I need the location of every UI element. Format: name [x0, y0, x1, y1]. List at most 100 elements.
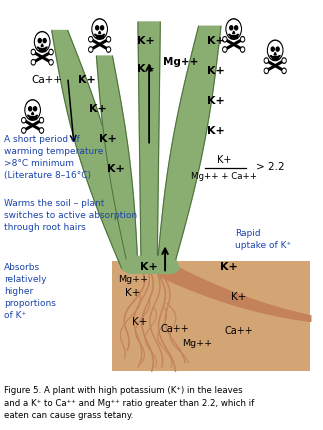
Bar: [231, 35, 232, 38]
Circle shape: [49, 60, 53, 65]
Text: K+: K+: [137, 64, 155, 74]
Text: Ca++: Ca++: [160, 324, 189, 334]
Text: K+: K+: [207, 96, 225, 106]
Circle shape: [223, 37, 227, 42]
Text: > 2.2: > 2.2: [256, 162, 285, 172]
Circle shape: [224, 48, 226, 51]
Circle shape: [224, 38, 226, 41]
Polygon shape: [233, 31, 235, 34]
Circle shape: [32, 51, 34, 53]
Bar: [272, 56, 274, 59]
Text: K+: K+: [137, 36, 155, 46]
Circle shape: [23, 119, 25, 122]
Polygon shape: [32, 112, 34, 114]
Text: K+: K+: [207, 36, 225, 46]
Bar: [274, 56, 276, 59]
Circle shape: [282, 68, 286, 74]
Circle shape: [265, 59, 267, 62]
Circle shape: [93, 20, 106, 38]
Bar: [235, 35, 237, 38]
Text: K+: K+: [207, 126, 225, 135]
Circle shape: [107, 47, 110, 52]
Bar: [29, 116, 31, 119]
Text: Figure 5. A plant with high potassium (K⁺) in the leaves
and a K⁺ to Ca⁺⁺ and Mg: Figure 5. A plant with high potassium (K…: [4, 386, 254, 420]
Circle shape: [29, 107, 32, 111]
Bar: [34, 116, 36, 119]
Bar: [97, 35, 98, 38]
Text: A short period of
warming temperature
>8°C minimum
(Literature 8–16°C): A short period of warming temperature >8…: [4, 135, 103, 180]
Polygon shape: [52, 31, 131, 269]
Circle shape: [35, 32, 50, 52]
Text: Ca++: Ca++: [224, 326, 253, 336]
Circle shape: [107, 37, 110, 42]
Text: K+: K+: [125, 288, 141, 298]
Circle shape: [234, 26, 238, 30]
Text: K+: K+: [132, 317, 147, 327]
Text: K+: K+: [78, 74, 96, 85]
Text: K+: K+: [220, 262, 238, 272]
Bar: [41, 48, 43, 51]
Circle shape: [23, 129, 25, 132]
Text: Mg++ + Ca++: Mg++ + Ca++: [191, 172, 257, 181]
Text: Mg++: Mg++: [163, 58, 199, 68]
Circle shape: [265, 69, 267, 72]
Circle shape: [89, 47, 93, 52]
Polygon shape: [274, 52, 276, 55]
Circle shape: [264, 58, 268, 63]
Circle shape: [90, 38, 92, 41]
Circle shape: [241, 47, 245, 52]
Circle shape: [227, 20, 240, 38]
Text: Ca++: Ca++: [31, 74, 62, 85]
Polygon shape: [157, 26, 221, 269]
Circle shape: [223, 47, 227, 52]
Circle shape: [26, 101, 39, 119]
Circle shape: [108, 38, 109, 41]
Circle shape: [282, 58, 286, 63]
Circle shape: [230, 26, 233, 30]
Bar: [101, 35, 102, 38]
Circle shape: [89, 37, 93, 42]
Circle shape: [269, 42, 282, 59]
Bar: [99, 35, 100, 38]
Text: Warms the soil – plant
switches to active absorption
through root hairs: Warms the soil – plant switches to activ…: [4, 199, 137, 232]
Circle shape: [31, 60, 35, 65]
Circle shape: [22, 117, 26, 123]
Polygon shape: [138, 22, 160, 269]
Circle shape: [40, 129, 43, 132]
Circle shape: [36, 33, 49, 51]
Circle shape: [283, 59, 285, 62]
Text: K+: K+: [99, 134, 117, 144]
Text: K+: K+: [207, 66, 225, 76]
Circle shape: [242, 38, 244, 41]
Polygon shape: [41, 44, 43, 46]
Circle shape: [100, 26, 104, 30]
Bar: [233, 35, 234, 38]
Bar: [276, 56, 278, 59]
Text: Mg++: Mg++: [182, 339, 212, 348]
Bar: [39, 48, 41, 51]
Circle shape: [90, 48, 92, 51]
Text: Mg++: Mg++: [118, 275, 148, 284]
Polygon shape: [99, 31, 101, 34]
Text: K+: K+: [107, 164, 124, 174]
Polygon shape: [122, 256, 180, 273]
Text: Rapid
uptake of K⁺: Rapid uptake of K⁺: [235, 229, 292, 250]
Circle shape: [108, 48, 109, 51]
Circle shape: [40, 119, 43, 122]
Text: K+: K+: [231, 292, 246, 302]
Bar: [43, 48, 45, 51]
Text: Absorbs
relatively
higher
proportions
of K⁺: Absorbs relatively higher proportions of…: [4, 263, 56, 320]
Polygon shape: [97, 56, 138, 269]
Text: K+: K+: [217, 155, 231, 165]
Circle shape: [39, 117, 44, 123]
Circle shape: [242, 48, 244, 51]
Circle shape: [49, 49, 53, 55]
Circle shape: [96, 26, 99, 30]
Circle shape: [271, 47, 274, 51]
Bar: [112, 261, 310, 372]
Circle shape: [241, 37, 245, 42]
Circle shape: [264, 68, 268, 74]
Circle shape: [283, 69, 285, 72]
Circle shape: [267, 40, 283, 61]
Circle shape: [34, 107, 36, 111]
